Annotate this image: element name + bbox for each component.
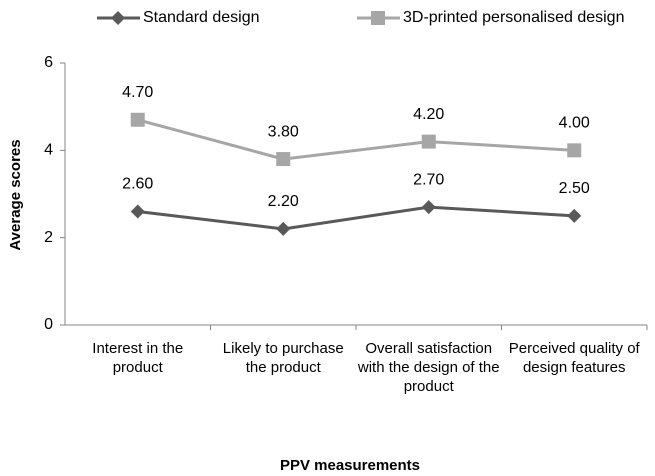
x-tick-label-box: Interest in the product (92, 340, 184, 376)
data-label: 2.60 (122, 176, 153, 193)
y-tick-label: 2 (44, 229, 53, 246)
legend-label: 3D-printed personalised design (403, 9, 624, 26)
x-tick-label: Perceived quality of design features (508, 340, 640, 376)
data-label: 4.00 (559, 115, 590, 132)
x-tick-label-box: Overall satisfaction with the design of … (357, 340, 500, 395)
marker (130, 204, 145, 219)
data-label: 2.50 (559, 180, 590, 197)
marker (421, 134, 436, 149)
marker (130, 112, 145, 127)
x-tick-label: Interest in the product (92, 340, 184, 376)
y-tick-label: 6 (44, 54, 53, 71)
x-axis-label: PPV measurements (280, 457, 420, 474)
marker (111, 11, 125, 25)
y-axis-label: Average scores (7, 139, 24, 250)
x-tick-label-box: Perceived quality of design features (508, 340, 640, 376)
data-label: 3.80 (268, 123, 299, 140)
data-label: 4.70 (122, 84, 153, 101)
x-tick-label: Likely to purchase the product (222, 340, 344, 376)
series-line (137, 205, 575, 231)
data-label: 4.20 (413, 106, 444, 123)
x-tick-label-box: Likely to purchase the product (222, 340, 344, 376)
series-line (137, 118, 575, 161)
marker (421, 200, 436, 215)
x-tick-label: Overall satisfaction with the design of … (357, 340, 500, 395)
y-tick-label: 0 (44, 316, 53, 333)
marker (567, 143, 582, 158)
marker (371, 11, 385, 25)
marker (567, 208, 582, 223)
y-tick-label: 4 (44, 142, 53, 159)
data-label: 2.70 (413, 171, 444, 188)
marker (276, 221, 291, 236)
marker (276, 152, 291, 167)
data-label: 2.20 (268, 193, 299, 210)
legend-label: Standard design (143, 9, 260, 26)
